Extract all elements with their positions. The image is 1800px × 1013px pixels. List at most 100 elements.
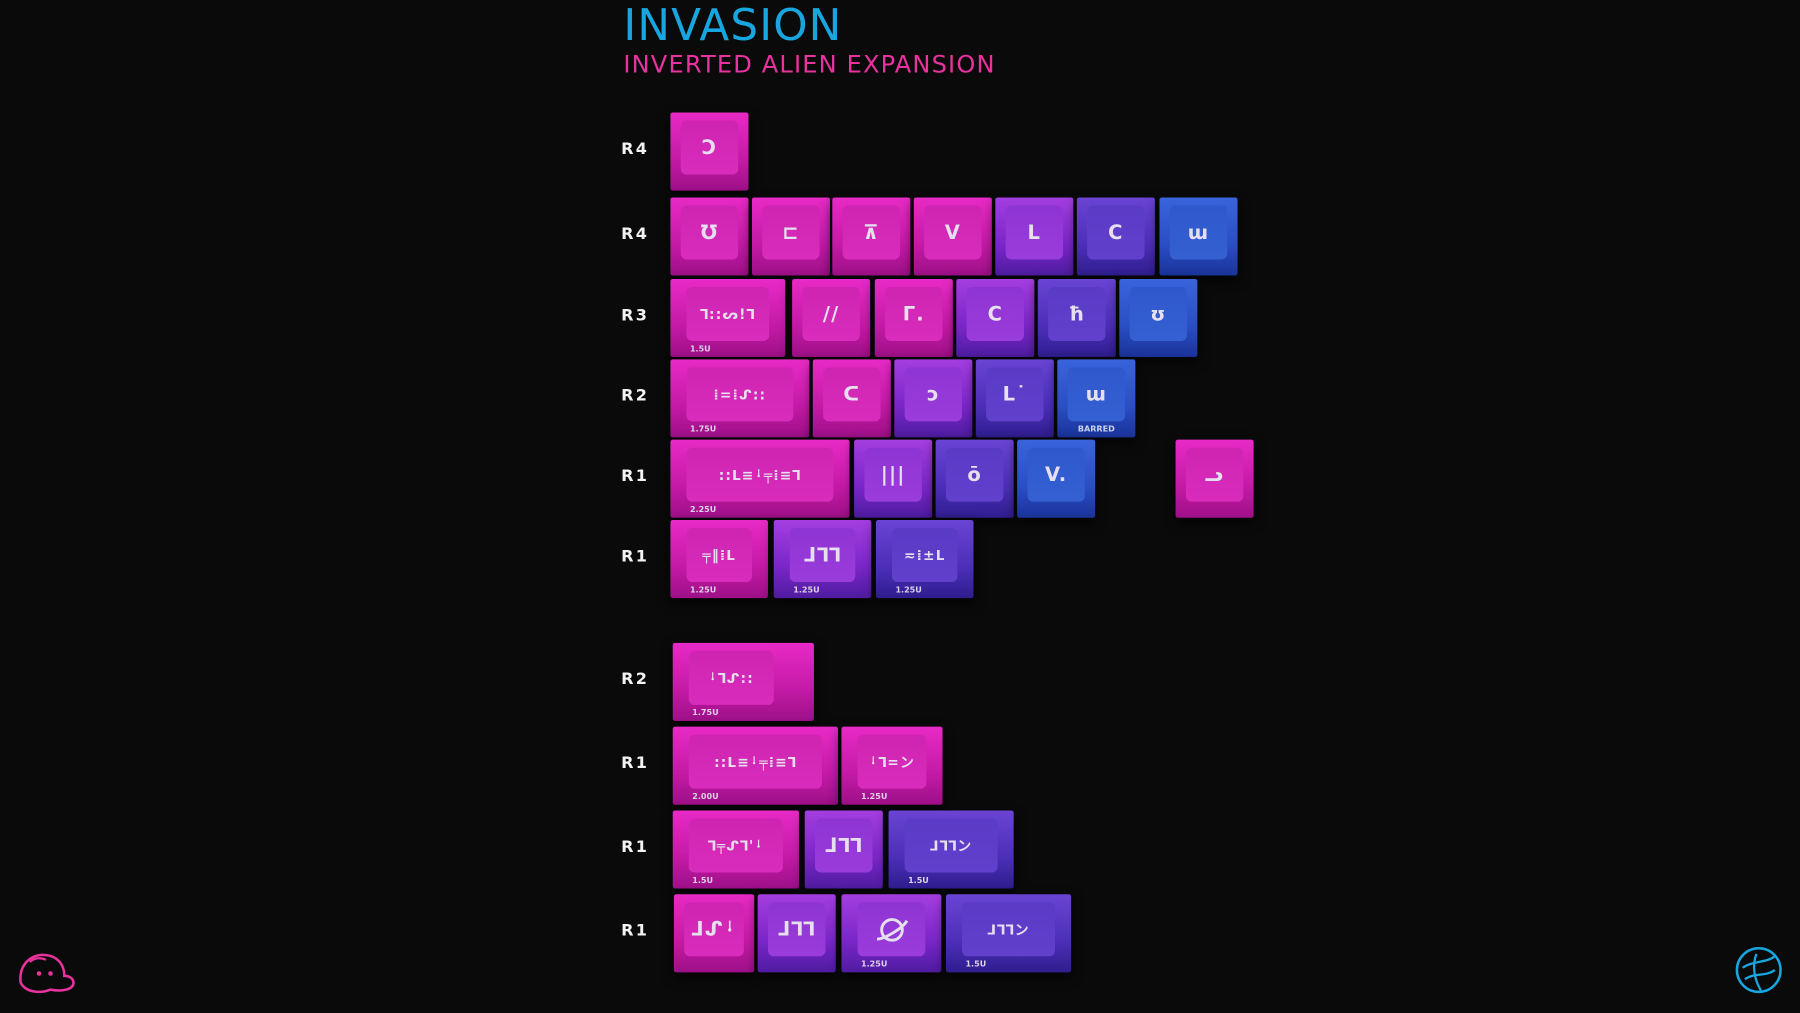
keycap-legend: V [923,205,982,260]
row-label: R1 [621,467,650,486]
keycap-size-label: 1.75U [692,708,719,718]
page-subtitle: INVERTED ALIEN EXPANSION [623,50,996,79]
keycap-legend: ⁞=⁞ᔑ:: [686,367,794,422]
keycap-legend: // [802,287,861,341]
keycap-size-label: 1.25U [895,585,922,595]
keycap: ᒧꓶꓶン 1.5U [888,810,1014,889]
row-label: R2 [621,670,650,689]
keycap-legend: ||| [864,447,923,502]
keycap-legend: ╤‖⁞ᒪ [686,528,752,583]
globe-logo-icon [1735,946,1782,994]
keycap: ᓗ [1175,439,1254,518]
keycap-legend: Ⅽ [966,287,1025,341]
keycap-legend: ::ᒪ≡ᛍ╤⁞≡ꓶ [686,447,834,502]
page-title: INVASION [623,0,843,51]
keycap-legend: ꓶ╤ᔑꓶ'ᛍ [688,818,783,873]
keycap: Ⅽ [956,278,1035,358]
keycap: ≂⁞±ᒪ 1.25U [875,520,974,599]
keycap: ᒧꓶꓶ 1.25U [773,520,872,599]
keycap: ⁞=⁞ᔑ:: 1.75U [670,359,810,438]
keycap: Ɔ [670,112,749,191]
keycap: V. [1017,439,1096,518]
keycap: ᒧꓶꓶ [804,810,883,889]
row-label: R4 [621,140,650,159]
keycap: ⊼ [832,197,911,276]
keycap: Ⅽ [1076,197,1155,276]
creature-logo-icon [19,953,75,994]
row-label: R3 [621,306,650,325]
keycap-legend: ᒧꓶꓶ [814,818,873,873]
keycap: ᛍꓶ=ン 1.25U [841,726,943,805]
keycap-size-label: 1.25U [861,792,888,802]
keycap: // [792,278,871,358]
keycap: ╤‖⁞ᒪ 1.25U [670,520,769,599]
keycap-legend: ᒧꓶꓶン [904,818,998,873]
keycap: 1.25U [841,894,942,973]
keycap-size-label: 1.5U [689,344,711,354]
keycap-legend: ħ [1047,287,1106,341]
keycap-legend: ≂⁞±ᒪ [891,528,958,583]
keycap-legend: ᒧꓶꓶン [962,902,1056,957]
keycap: ɯ [1159,197,1238,276]
keycap-note: BARRED [1077,424,1115,434]
keycap: L˙ [975,359,1054,438]
row-label: R1 [621,838,650,857]
keycap-legend: ᒧꓶꓶ [789,528,856,583]
keycap: ɯ BARRED [1057,359,1136,438]
keycap: L [995,197,1074,276]
keycap-legend: ᓗ [1185,447,1244,502]
keycap-legend: L˙ [985,367,1044,422]
keycap: ᒧꓶꓶ [757,894,836,973]
keycap-size-label: 2.00U [692,792,719,802]
row-label: R1 [621,754,650,773]
keycap: ↄ [894,359,973,438]
keycap: ō [935,439,1014,518]
keycap-legend: Γ. [884,287,943,341]
row-label: R1 [621,921,650,941]
keycap-legend: ꓶ::ᔕ!ꓶ [686,287,770,341]
keycap: ʊ [1119,278,1198,358]
keycap: ᒧꓶꓶン 1.5U [945,894,1072,973]
keycap-legend: Ʊ [680,205,739,260]
keycap-size-label: 1.25U [689,585,717,595]
keycap-legend: Ɔ [680,120,739,175]
keycap: ħ [1037,278,1116,358]
keycap-legend: V. [1027,447,1086,502]
keycap: ᑕ [812,359,891,438]
keycap-size-label: 1.25U [793,585,820,595]
keycap-legend: ᛍꓶᔑ:: [688,650,774,705]
keycap-legend: ᒧꓶꓶ [767,902,826,957]
row-label: R2 [621,386,650,406]
keycap-legend: Ⅽ [1086,205,1145,260]
keycap-size-label: 2.25U [689,505,717,515]
keycap-legend: ⊏ [762,205,820,260]
keycap-legend: ɯ [1169,205,1228,260]
keycap: ||| [854,439,933,518]
keycap-legend: ᒧᔑᛍ [684,902,744,957]
keycap-size-label: 1.75U [689,424,717,434]
keycap: ᛍꓶᔑ:: 1.75U [672,642,814,721]
keycap: ::ᒪ≡ᛍ╤⁞≡ꓶ 2.00U [672,726,839,805]
keycap-legend: L [1005,205,1064,260]
keycap: ⊏ [751,197,831,276]
keycap: ꓶ╤ᔑꓶ'ᛍ 1.5U [672,810,800,889]
keycap-size-label: 1.5U [908,875,929,886]
keycap: Γ. [874,278,953,358]
planet-icon [857,902,926,957]
keycap-legend: ʊ [1129,287,1188,341]
keycap-size-label: 1.5U [965,959,987,969]
keycap: V [913,197,992,276]
row-label: R4 [621,225,650,244]
keycap-legend: ᛍꓶ=ン [857,734,927,789]
row-label: R1 [621,547,650,566]
keycap: Ʊ [670,197,749,276]
keycap-size-label: 1.5U [692,875,714,886]
keycap: ᒧᔑᛍ [673,894,755,973]
keycap-size-label: 1.25U [861,959,888,969]
keycap-legend: ↄ [904,367,963,422]
keycap-legend: ɯ [1067,367,1126,422]
keycap-legend: ō [945,447,1004,502]
